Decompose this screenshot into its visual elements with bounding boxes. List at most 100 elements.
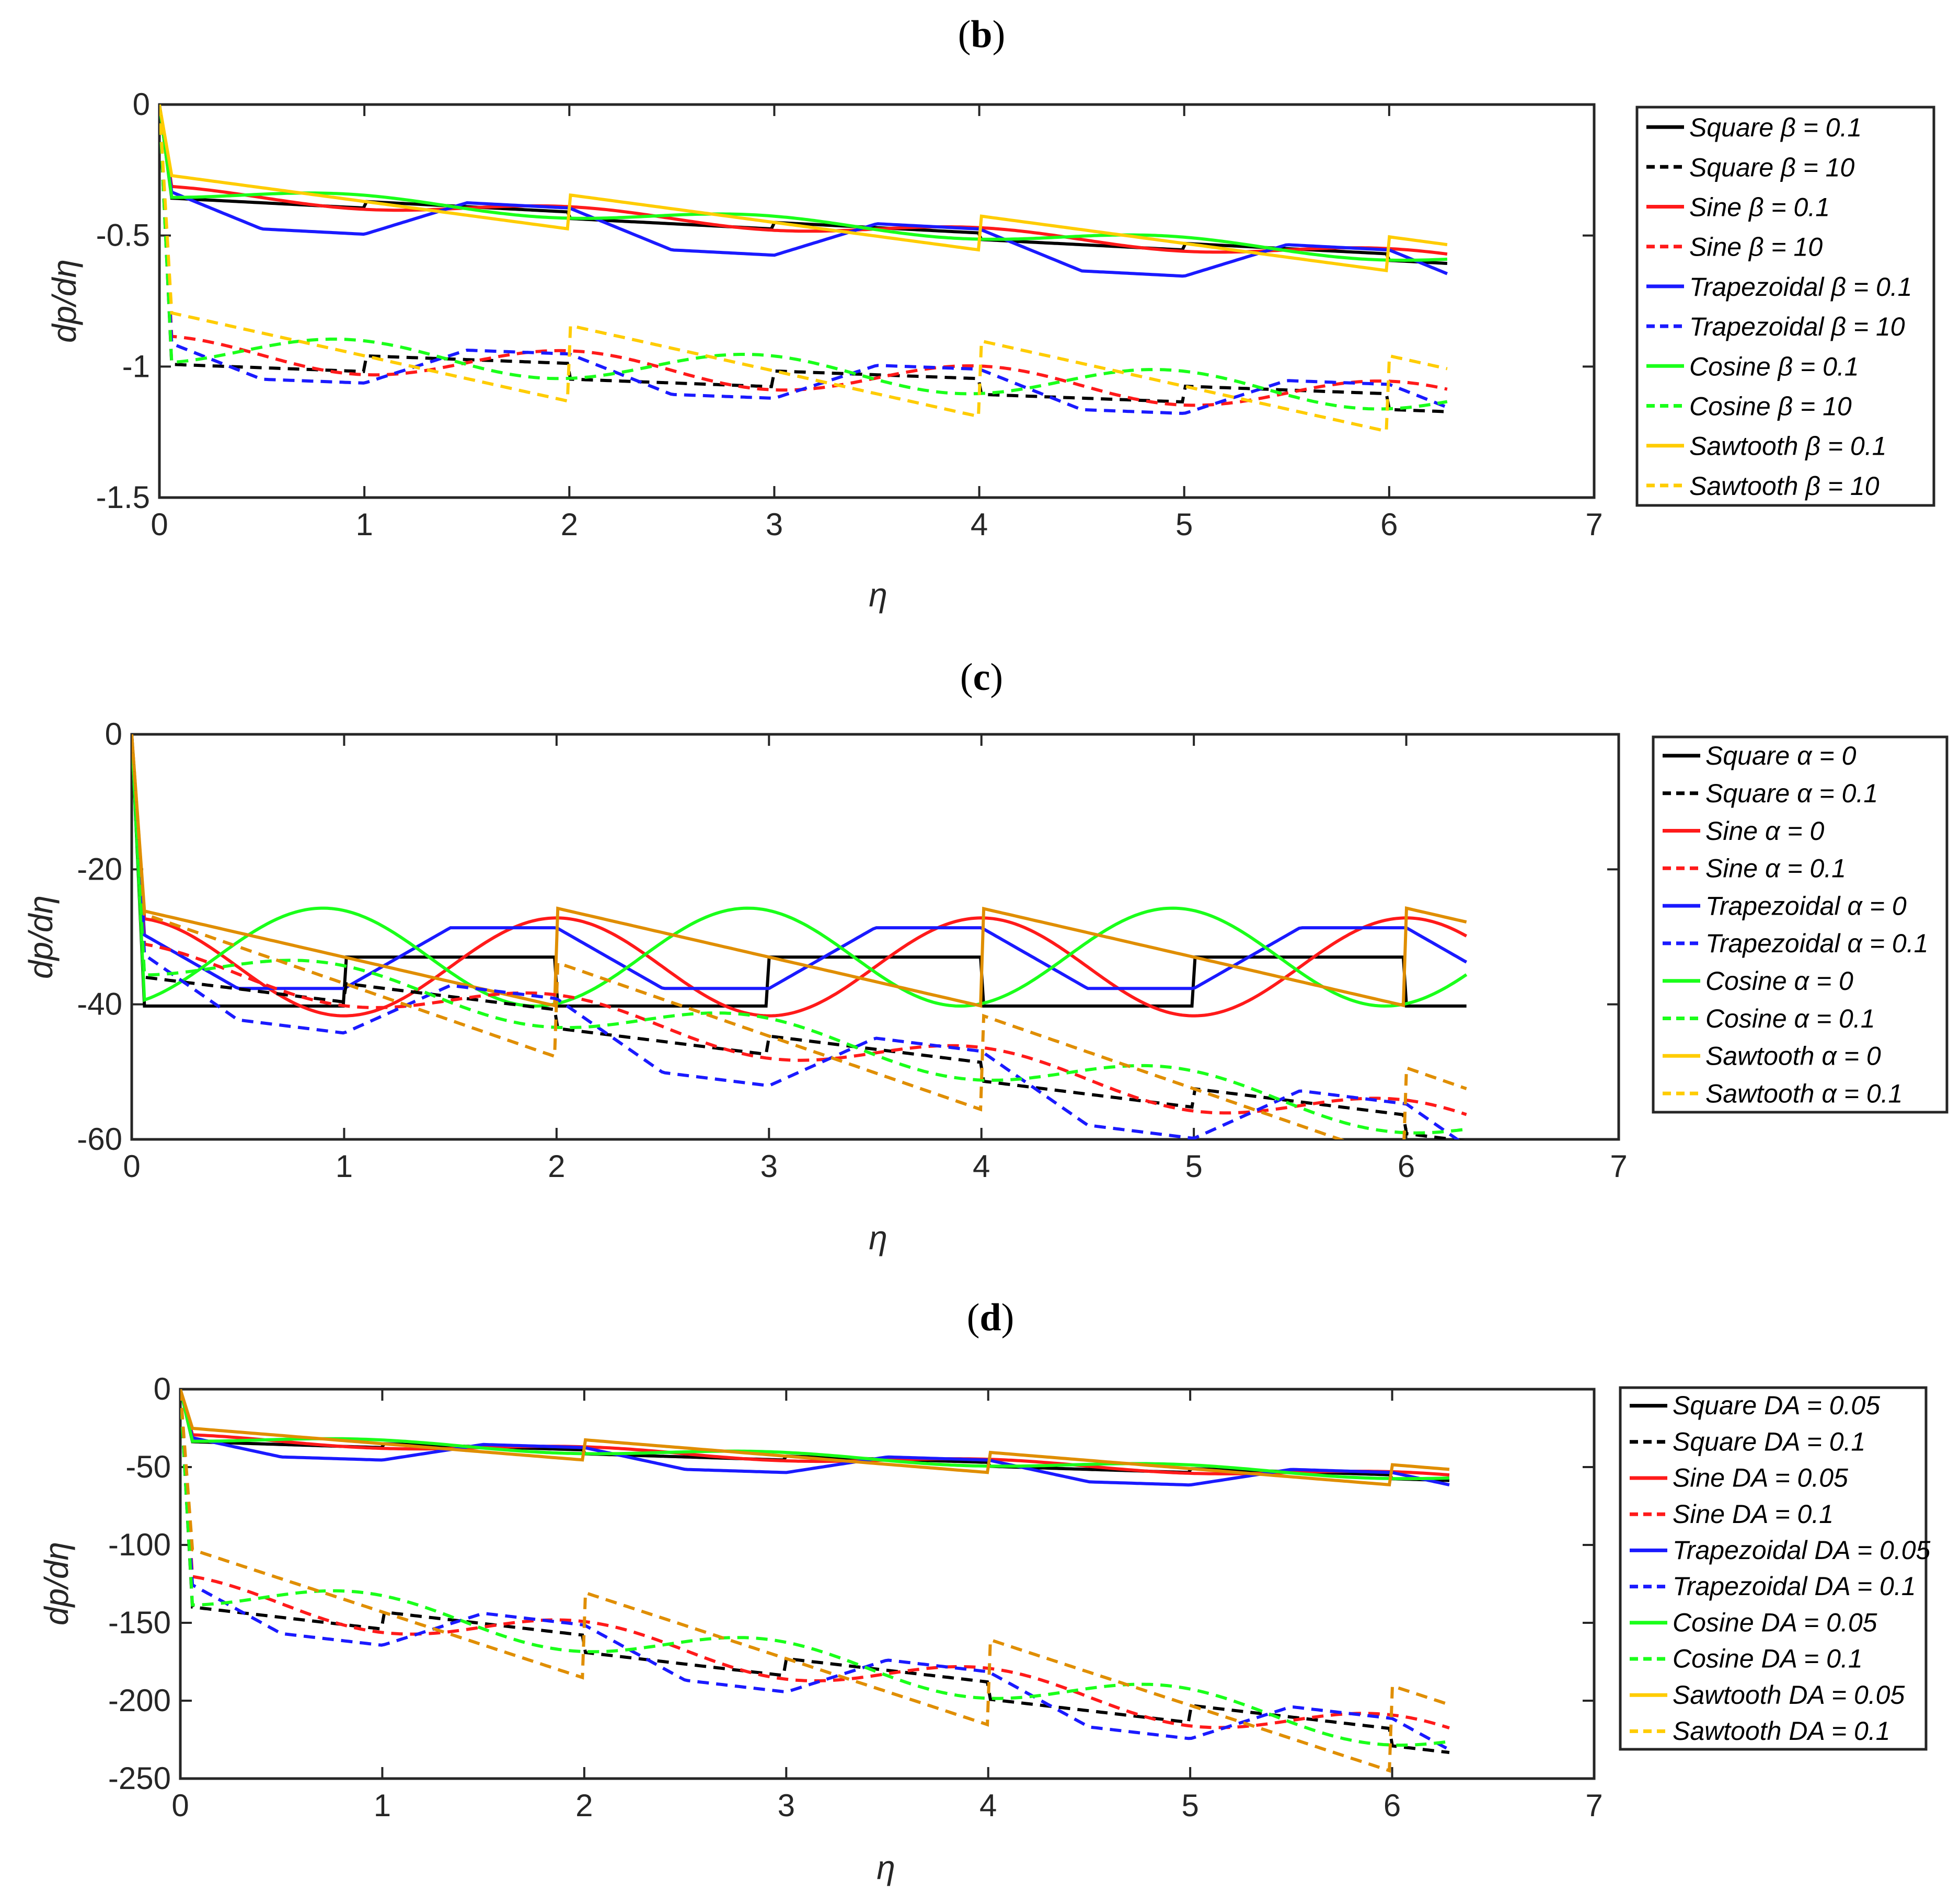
x-tick-label: 1 [374,1788,391,1823]
legend-label: Cosine DA = 0.1 [1673,1644,1863,1674]
legend-label: Square DA = 0.1 [1673,1427,1865,1456]
panel-d-curves [180,1389,1450,1773]
sine-solid-series-line [132,734,1468,1018]
cosine-solid-series-line [132,734,1468,1008]
legend-label: Trapezoidal DA = 0.1 [1673,1572,1916,1601]
panel-c-legend: Square α = 0 Square α = 0.1 Sine α = 0 Sine… [1652,735,1949,1114]
legend-label: Square β = 0.1 [1689,113,1862,142]
x-tick-label: 0 [171,1788,189,1823]
x-tick-label: 1 [336,1149,353,1184]
x-tick-label: 0 [151,507,168,542]
x-tick-label: 3 [766,507,783,542]
legend-label: Sine β = 10 [1689,233,1823,262]
legend-label: Sine DA = 0.05 [1673,1463,1848,1493]
cosine-dashed-series-line [159,105,1448,411]
legend-label: Square β = 10 [1689,153,1854,182]
y-tick-label: -150 [108,1605,171,1640]
panel-c-ylabel: dp/dη [22,895,60,979]
trapezoidal-dashed-series-line [180,1389,1450,1751]
legend-box [1652,735,1949,1114]
panel-b-letter: b [971,13,992,56]
y-tick-label: -200 [108,1683,171,1718]
x-tick-label: 6 [1398,1149,1415,1184]
panel-c-ticks: 0 1 2 3 4 5 6 7 0 -20 -40 -60 [77,717,1627,1184]
panel-c-letter: c [973,656,990,699]
y-tick-label: -60 [77,1122,122,1157]
panel-b-ylabel: dp/dη [45,259,83,343]
x-tick-label: 2 [561,507,578,542]
y-tick-label: 0 [154,1371,171,1406]
x-tick-label: 5 [1181,1788,1198,1823]
legend-label: Square α = 0.1 [1705,779,1878,808]
x-tick-label: 2 [548,1149,565,1184]
cosine-dashed-series-line [180,1389,1450,1747]
panel-b-xlabel: η [869,576,887,614]
legend-label: Cosine α = 0.1 [1705,1004,1875,1033]
panel-b-title: (b) [958,13,1005,56]
legend-label: Trapezoidal α = 0.1 [1705,929,1928,958]
panel-c-curves [132,734,1468,1139]
y-tick-label: -40 [77,987,122,1022]
x-tick-label: 3 [778,1788,795,1823]
legend-label: Sawtooth β = 10 [1689,471,1880,501]
panel-d-legend: Square DA = 0.05 Square DA = 0.1 Sine DA =… [1619,1386,1931,1751]
cosine-solid-series-line [159,105,1448,262]
sawtooth-solid-series-line [180,1389,1450,1486]
y-tick-label: -100 [108,1527,171,1562]
sine-solid-series-line [159,105,1448,256]
panel-d: (d) 0 1 2 3 4 5 6 7 0 -50 -100 -150 -200 -250 η dp/dη… [38,1296,1931,1886]
x-tick-label: 3 [760,1149,778,1184]
panel-b-ticks: 0 1 2 3 4 5 6 7 0 -0.5 -1 -1.5 [96,87,1603,542]
legend-label: Sine DA = 0.1 [1673,1499,1834,1529]
x-tick-label: 1 [355,507,373,542]
sawtooth-solid-series-line [159,105,1448,273]
legend-label: Trapezoidal α = 0 [1705,891,1907,920]
sawtooth-solid-series-line [132,734,1467,1008]
legend-label: Cosine β = 0.1 [1689,352,1859,381]
y-tick-label: -1.5 [96,480,150,515]
legend-box [1635,106,1935,507]
y-tick-label: -0.5 [96,218,150,253]
cosine-solid-series-line [180,1389,1450,1481]
panel-c: (c) 0 1 2 3 4 5 6 7 0 -20 -40 -60 η dp/dη Square α … [22,656,1949,1256]
x-tick-label: 6 [1380,507,1398,542]
trapezoidal-dashed-series-line [159,105,1448,415]
x-tick-label: 0 [123,1149,140,1184]
x-tick-label: 4 [971,507,988,542]
legend-label: Cosine α = 0 [1705,966,1853,996]
legend-box [1619,1386,1928,1751]
y-tick-label: 0 [133,87,150,122]
x-tick-label: 5 [1175,507,1193,542]
x-tick-label: 4 [973,1149,990,1184]
panel-c-xlabel: η [869,1219,887,1256]
sawtooth-dashed-series-line [132,734,1467,1139]
panel-d-letter: d [979,1296,1001,1339]
square-dashed-series-line [180,1389,1450,1755]
x-tick-label: 2 [575,1788,593,1823]
trapezoidal-solid-series-line [180,1389,1450,1487]
panel-b: (b) 0 1 2 3 4 5 6 7 0 -0.5 -1 -1.5 η dp/dη Square β… [45,13,1935,614]
panel-c-title: (c) [960,656,1003,699]
panel-d-ylabel: dp/dη [38,1542,75,1625]
sawtooth-dashed-series-line [159,105,1448,433]
legend-label: Sawtooth DA = 0.1 [1673,1716,1890,1746]
trapezoidal-solid-series-line [132,734,1468,990]
y-tick-label: -20 [77,851,122,886]
legend-label: Sine β = 0.1 [1689,193,1830,222]
sine-dashed-series-line [132,734,1467,1116]
legend-label: Sine α = 0 [1705,816,1824,846]
cosine-dashed-series-line [132,734,1467,1135]
panel-c-plot-area [130,733,1620,1141]
legend-label: Cosine β = 10 [1689,392,1852,421]
legend-label: Cosine DA = 0.05 [1673,1608,1877,1637]
trapezoidal-dashed-series-line [132,734,1460,1139]
x-tick-label: 7 [1610,1149,1627,1184]
legend-label: Square α = 0 [1705,741,1857,770]
legend-label: Sawtooth β = 0.1 [1689,432,1886,461]
trapezoidal-solid-series-line [159,105,1448,278]
x-tick-label: 5 [1185,1149,1202,1184]
panel-b-legend: Square β = 0.1 Square β = 10 Sine β = 0.1 S… [1635,106,1935,507]
panel-b-curves [159,105,1448,433]
panel-d-xlabel: η [877,1849,895,1886]
legend-label: Sine α = 0.1 [1705,854,1846,883]
